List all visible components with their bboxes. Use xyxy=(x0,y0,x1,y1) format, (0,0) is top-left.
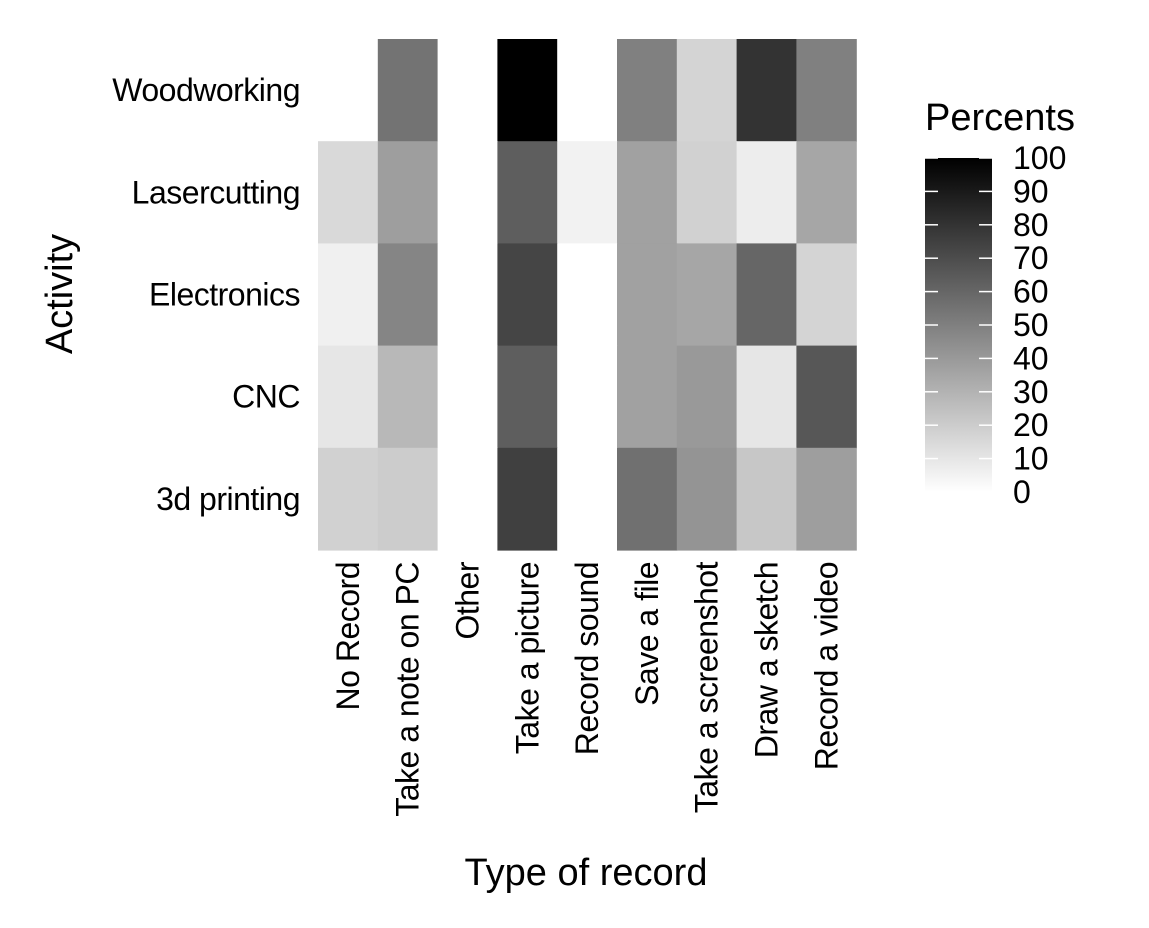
legend-tick-label-50: 50 xyxy=(1013,307,1049,343)
cell-cnc-other xyxy=(437,345,498,449)
cell-electronics-take-a-note-on-pc xyxy=(377,243,439,347)
cell-cnc-draw-a-sketch xyxy=(736,345,797,449)
legend-tick-label-20: 20 xyxy=(1013,407,1049,443)
x-tick-label-record-a-video: Record a video xyxy=(808,562,844,770)
x-tick-label-other: Other xyxy=(450,561,486,639)
cell-electronics-record-a-video xyxy=(796,243,857,347)
x-tick-label-take-a-picture: Take a picture xyxy=(509,562,545,754)
cell-electronics-no-record xyxy=(318,243,379,347)
cell-lasercutting-take-a-note-on-pc xyxy=(377,141,439,244)
cell-woodworking-record-a-video xyxy=(796,39,857,142)
x-axis-tick-labels: No Record Take a note on PC Other Take a pi… xyxy=(330,561,844,817)
x-tick-label-record-sound: Record sound xyxy=(569,562,605,755)
y-tick-label-electronics: Electronics xyxy=(149,277,300,313)
cell-cnc-take-a-screenshot xyxy=(676,345,738,449)
cell-woodworking-draw-a-sketch xyxy=(736,39,797,142)
cell-lasercutting-record-a-video xyxy=(796,141,857,244)
cell-cnc-record-sound xyxy=(557,345,618,449)
cell-3d-printing-draw-a-sketch xyxy=(736,447,797,551)
legend-tick-label-60: 60 xyxy=(1013,274,1049,310)
cell-lasercutting-save-a-file xyxy=(617,141,678,244)
y-tick-label-woodworking: Woodworking xyxy=(112,72,300,108)
legend-tick-label-80: 80 xyxy=(1013,207,1049,243)
cell-3d-printing-save-a-file xyxy=(617,447,678,551)
y-tick-label-3d-printing: 3d printing xyxy=(156,481,300,517)
cell-3d-printing-other xyxy=(437,447,498,551)
cell-cnc-save-a-file xyxy=(617,345,678,449)
cell-3d-printing-record-a-video xyxy=(796,447,857,551)
cell-lasercutting-other xyxy=(437,141,498,244)
cell-woodworking-no-record xyxy=(318,39,379,142)
heatmap-cells xyxy=(318,39,857,551)
legend-tick-label-0: 0 xyxy=(1013,474,1031,510)
cell-woodworking-take-a-picture xyxy=(497,39,558,142)
cell-woodworking-other xyxy=(437,39,498,142)
legend-tick-label-70: 70 xyxy=(1013,240,1049,276)
legend-tick-label-100: 100 xyxy=(1013,140,1066,176)
cell-lasercutting-take-a-picture xyxy=(497,141,558,244)
y-tick-label-lasercutting: Lasercutting xyxy=(132,174,300,210)
cell-3d-printing-take-a-note-on-pc xyxy=(377,447,439,551)
x-tick-label-save-a-file: Save a file xyxy=(629,562,665,706)
x-tick-label-no-record: No Record xyxy=(330,562,366,710)
cell-electronics-draw-a-sketch xyxy=(736,243,797,347)
cell-woodworking-take-a-note-on-pc xyxy=(377,39,439,142)
x-tick-label-take-a-note-on-pc: Take a note on PC xyxy=(390,562,426,817)
cell-cnc-no-record xyxy=(318,345,379,449)
cell-woodworking-record-sound xyxy=(557,39,618,142)
cell-electronics-take-a-picture xyxy=(497,243,558,347)
cell-electronics-take-a-screenshot xyxy=(676,243,738,347)
cell-cnc-take-a-note-on-pc xyxy=(377,345,439,449)
x-axis-title: Type of record xyxy=(465,852,708,894)
cell-3d-printing-no-record xyxy=(318,447,379,551)
x-tick-label-take-a-screenshot: Take a screenshot xyxy=(689,561,725,813)
cell-cnc-take-a-picture xyxy=(497,345,558,449)
y-axis-tick-labels: Woodworking Lasercutting Electronics CNC 3d … xyxy=(112,72,300,517)
y-axis-title: Activity xyxy=(39,234,81,354)
y-tick-label-cnc: CNC xyxy=(232,379,300,415)
cell-3d-printing-take-a-screenshot xyxy=(676,447,738,551)
cell-cnc-record-a-video xyxy=(796,345,857,449)
cell-electronics-save-a-file xyxy=(617,243,678,347)
legend-tick-label-10: 10 xyxy=(1013,441,1049,477)
cell-lasercutting-no-record xyxy=(318,141,379,244)
cell-lasercutting-draw-a-sketch xyxy=(736,141,797,244)
legend-tick-label-30: 30 xyxy=(1013,374,1049,410)
legend-tick-label-40: 40 xyxy=(1013,340,1049,376)
legend-tick-label-90: 90 xyxy=(1013,173,1049,209)
cell-woodworking-take-a-screenshot xyxy=(676,39,738,142)
cell-electronics-other xyxy=(437,243,498,347)
cell-electronics-record-sound xyxy=(557,243,618,347)
legend-title: Percents xyxy=(925,97,1075,139)
cell-lasercutting-record-sound xyxy=(557,141,618,244)
cell-lasercutting-take-a-screenshot xyxy=(676,141,738,244)
x-tick-label-draw-a-sketch: Draw a sketch xyxy=(749,562,785,758)
cell-woodworking-save-a-file xyxy=(617,39,678,142)
cell-3d-printing-record-sound xyxy=(557,447,618,551)
cell-3d-printing-take-a-picture xyxy=(497,447,558,551)
